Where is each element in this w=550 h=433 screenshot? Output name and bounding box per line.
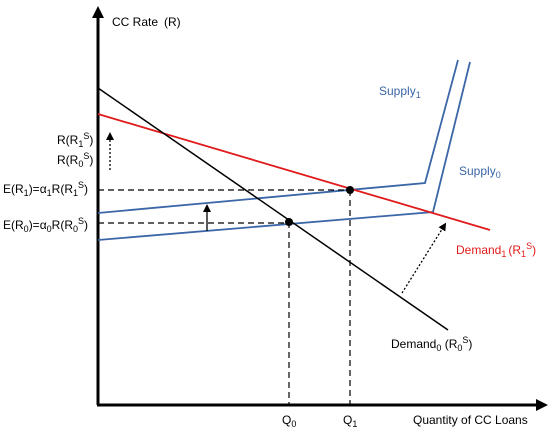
y-tick-er0: E(R0)=α0R(R0S): [3, 216, 88, 234]
supply-1-label: Supply1: [379, 84, 421, 100]
demand-1-curve: [97, 113, 491, 231]
equilibrium-point-1: [346, 186, 354, 194]
y-axis-label: CC Rate (R): [112, 15, 181, 29]
y-tick-r1s: R(R1S): [57, 131, 93, 149]
supply-1-curve: [97, 59, 459, 214]
supply-0-curve: [97, 61, 471, 241]
y-tick-r0s: R(R0S): [57, 151, 93, 169]
demand-shift-dotted-arrow: [401, 222, 447, 294]
supply-0-label: Supply0: [459, 164, 501, 180]
demand-0-label: Demand0 (R0S): [391, 335, 472, 353]
y-axis-arrowhead: [92, 6, 104, 18]
x-tick-q1: Q1: [343, 413, 357, 429]
demand-0-curve: [97, 87, 449, 331]
x-tick-q0: Q0: [282, 413, 296, 429]
x-axis-arrowhead: [536, 399, 548, 411]
equilibrium-point-0: [285, 218, 293, 226]
y-tick-er1: E(R1)=α1R(R1S): [3, 180, 88, 198]
x-axis-label: Quantity of CC Loans: [413, 413, 528, 427]
demand-1-label: Demand1 (R1S): [456, 241, 536, 259]
